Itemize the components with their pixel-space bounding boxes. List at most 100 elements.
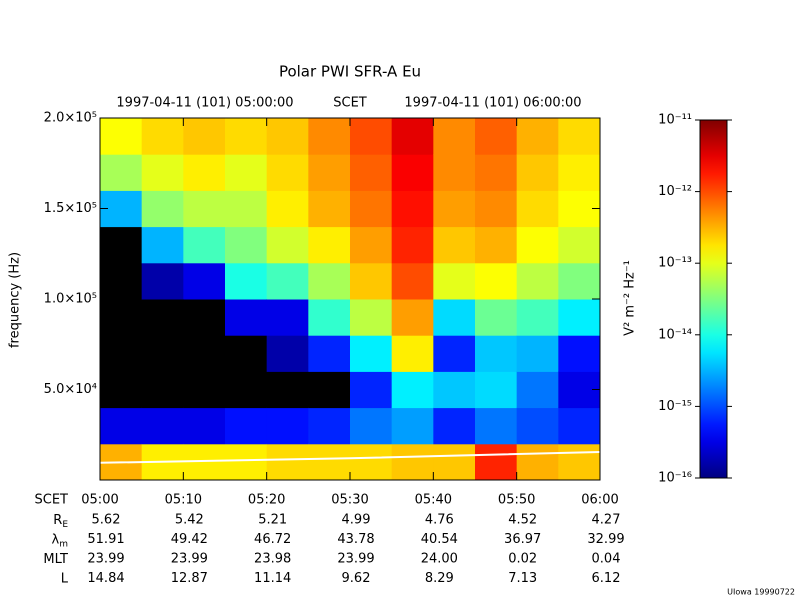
spectrogram-cell bbox=[558, 335, 601, 372]
row-label: L bbox=[61, 571, 69, 586]
spectrogram-cell bbox=[225, 118, 268, 155]
spectrogram-cell bbox=[308, 335, 351, 372]
spectrogram-cell bbox=[225, 371, 268, 409]
spectrogram-cell bbox=[183, 262, 226, 300]
row-label: MLT bbox=[43, 552, 68, 567]
spectrogram-cell bbox=[516, 443, 559, 481]
spectrogram-cell bbox=[225, 335, 268, 372]
colorbar-tick-label: 10⁻¹³ bbox=[658, 256, 692, 271]
spectrogram-cell bbox=[558, 262, 601, 300]
spectrogram-cell bbox=[100, 118, 143, 155]
spectrogram-cell bbox=[475, 154, 518, 191]
spectrogram-cell bbox=[516, 118, 559, 155]
row-value: 46.72 bbox=[254, 532, 291, 547]
spectrogram-cell bbox=[391, 226, 434, 264]
row-value: 7.13 bbox=[508, 571, 537, 586]
spectrogram-cell bbox=[266, 371, 309, 409]
spectrogram-cell bbox=[516, 407, 559, 445]
row-value: 43.78 bbox=[337, 532, 374, 547]
row-value: 23.98 bbox=[254, 552, 291, 567]
spectrogram-cell bbox=[433, 371, 476, 409]
top-label: SCET bbox=[333, 96, 367, 111]
row-value: 32.99 bbox=[587, 532, 624, 547]
spectrogram-cell bbox=[225, 226, 268, 264]
spectrogram-cell bbox=[475, 407, 518, 445]
spectrogram-cell bbox=[350, 407, 393, 445]
row-value: 5.21 bbox=[258, 513, 287, 528]
spectrogram-cell bbox=[141, 371, 184, 409]
spectrogram-cell bbox=[391, 371, 434, 409]
spectrogram-cell bbox=[350, 262, 393, 300]
chart-title: Polar PWI SFR-A Eu bbox=[279, 63, 421, 81]
spectrogram-cell bbox=[433, 262, 476, 300]
spectrogram-cell bbox=[391, 190, 434, 228]
spectrogram-cell bbox=[308, 154, 351, 191]
top-label: 1997-04-11 (101) 05:00:00 bbox=[116, 96, 293, 111]
spectrogram-cell bbox=[475, 371, 518, 409]
row-label: λm bbox=[52, 532, 68, 549]
x-tick-label: 05:00 bbox=[81, 493, 118, 508]
row-value: 23.99 bbox=[171, 552, 208, 567]
spectrogram-cell bbox=[141, 118, 184, 155]
spectrogram-cell bbox=[225, 190, 268, 228]
row-value: 23.99 bbox=[337, 552, 374, 567]
spectrogram-cell bbox=[350, 190, 393, 228]
spectrogram-cell bbox=[266, 190, 309, 228]
spectrogram-cell bbox=[266, 118, 309, 155]
spectrogram-cell bbox=[350, 335, 393, 372]
row-value: 4.27 bbox=[592, 513, 621, 528]
x-axis-label: SCET bbox=[35, 493, 69, 508]
row-value: 0.02 bbox=[508, 552, 537, 567]
row-value: 5.42 bbox=[175, 513, 204, 528]
row-value: 24.00 bbox=[421, 552, 458, 567]
spectrogram-cell bbox=[433, 407, 476, 445]
spectrogram-cell bbox=[391, 262, 434, 300]
spectrogram-cell bbox=[266, 262, 309, 300]
spectrogram-cell bbox=[100, 226, 143, 264]
spectrogram-cell bbox=[516, 262, 559, 300]
colorbar-tick-label: 10⁻¹² bbox=[658, 184, 692, 199]
spectrogram-cell bbox=[225, 407, 268, 445]
spectrogram-cell bbox=[308, 299, 351, 336]
colorbar-label: V² m⁻² Hz⁻¹ bbox=[623, 260, 638, 336]
spectrogram-cell bbox=[100, 407, 143, 445]
spectrogram-cell bbox=[475, 443, 518, 481]
spectrogram-cell bbox=[141, 407, 184, 445]
spectrogram-cell bbox=[141, 262, 184, 300]
colorbar-tick-label: 10⁻¹¹ bbox=[658, 113, 692, 128]
spectrogram-cell bbox=[475, 118, 518, 155]
spectrogram-cell bbox=[308, 407, 351, 445]
spectrogram-cell bbox=[516, 299, 559, 336]
x-tick-label: 05:50 bbox=[498, 493, 535, 508]
spectrogram-cell bbox=[516, 190, 559, 228]
spectrogram-cell bbox=[308, 371, 351, 409]
spectrogram-cell bbox=[308, 226, 351, 264]
spectrogram-cell bbox=[433, 443, 476, 481]
spectrogram-cell bbox=[350, 299, 393, 336]
spectrogram-cell bbox=[225, 443, 268, 481]
y-tick-label: 2.0×10⁵ bbox=[44, 111, 97, 126]
spectrogram-cell bbox=[100, 335, 143, 372]
spectrogram-cell bbox=[516, 226, 559, 264]
row-value: 0.04 bbox=[592, 552, 621, 567]
x-tick-label: 06:00 bbox=[581, 493, 618, 508]
row-value: 12.87 bbox=[171, 571, 208, 586]
colorbar-tick-label: 10⁻¹⁴ bbox=[658, 327, 692, 342]
spectrogram-cell bbox=[558, 154, 601, 191]
spectrogram-cell bbox=[266, 407, 309, 445]
spectrogram-cell bbox=[141, 190, 184, 228]
spectrogram-cell bbox=[100, 154, 143, 191]
spectrogram-cell bbox=[391, 299, 434, 336]
spectrogram-cell bbox=[433, 335, 476, 372]
spectrogram-cell bbox=[433, 190, 476, 228]
spectrogram-cell bbox=[266, 226, 309, 264]
row-value: 4.52 bbox=[508, 513, 537, 528]
spectrogram-cell bbox=[433, 154, 476, 191]
spectrogram-cell bbox=[308, 443, 351, 481]
spectrogram-cell bbox=[391, 118, 434, 155]
row-value: 4.76 bbox=[425, 513, 454, 528]
row-value: 23.99 bbox=[87, 552, 124, 567]
spectrogram-cell bbox=[391, 443, 434, 481]
spectrogram-cell bbox=[516, 154, 559, 191]
